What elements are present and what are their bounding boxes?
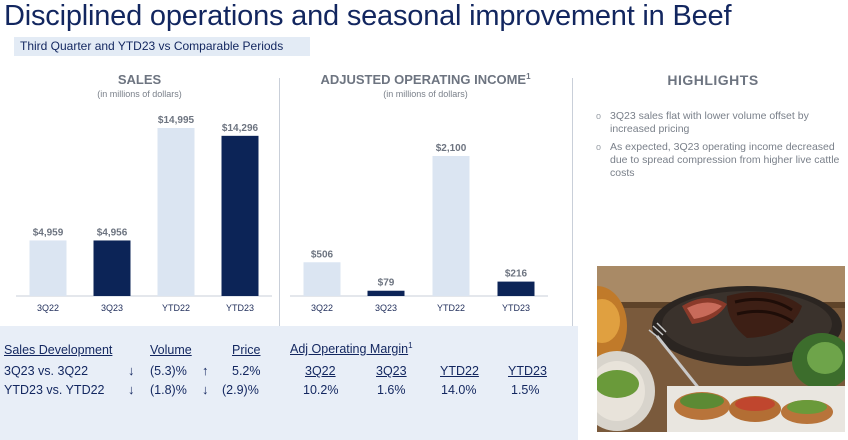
highlights-title: HIGHLIGHTS xyxy=(667,72,759,88)
sales-row-label: YTD23 vs. YTD22 xyxy=(4,383,105,397)
bullet-icon: o xyxy=(596,142,602,152)
margin-header: YTD22 xyxy=(440,364,479,378)
steak-dinner-photo xyxy=(597,266,845,432)
subtitle-banner: Third Quarter and YTD23 vs Comparable Pe… xyxy=(14,37,310,56)
sales-row-volume: (5.3)% xyxy=(150,364,187,378)
x-tick-label: 3Q22 xyxy=(311,303,333,313)
margin-header: YTD23 xyxy=(508,364,547,378)
chart-bar xyxy=(432,156,470,296)
up-arrow-icon: ↑ xyxy=(202,363,209,378)
down-arrow-icon: ↓ xyxy=(128,363,135,378)
x-tick-label: 3Q22 xyxy=(37,303,59,313)
chart-bar xyxy=(93,240,131,296)
margin-title: Adj Operating Margin1 xyxy=(290,341,413,357)
sales-row-label: 3Q23 vs. 3Q22 xyxy=(4,364,89,378)
x-tick-label: YTD22 xyxy=(437,303,465,313)
charts-area: SALES (in millions of dollars) $4,959 3Q22 $… xyxy=(16,72,548,313)
bar-value-label: $79 xyxy=(378,278,395,289)
margin-value: 1.5% xyxy=(511,383,540,397)
down-arrow-icon: ↓ xyxy=(128,382,135,397)
margin-value: 10.2% xyxy=(303,383,339,397)
volume-header: Volume xyxy=(150,343,192,357)
sales-dev-header: Sales Development xyxy=(4,343,113,357)
chart-divider xyxy=(279,78,280,330)
chart-bar xyxy=(497,281,535,296)
x-tick-label: YTD23 xyxy=(502,303,530,313)
margin-header: 3Q22 xyxy=(305,364,336,378)
bar-value-label: $14,296 xyxy=(222,123,259,134)
sales-row-price: (2.9)% xyxy=(222,383,259,397)
margin-value: 1.6% xyxy=(377,383,406,397)
page-title: Disciplined operations and seasonal impr… xyxy=(4,0,732,32)
highlight-item: o 3Q23 sales flat with lower volume offs… xyxy=(596,110,809,135)
highlights-list: o 3Q23 sales flat with lower volume offs… xyxy=(596,110,844,185)
chart-subtitle: (in millions of dollars) xyxy=(383,89,468,99)
highlight-item: o As expected, 3Q23 operating income dec… xyxy=(596,141,840,179)
bar-value-label: $2,100 xyxy=(436,143,467,154)
page-subtitle: Third Quarter and YTD23 vs Comparable Pe… xyxy=(20,39,284,53)
chart-title: SALES xyxy=(118,72,162,87)
chart-title: ADJUSTED OPERATING INCOME1 xyxy=(320,72,531,87)
chart-bar xyxy=(29,240,67,296)
chart-bar xyxy=(303,262,341,296)
sales-row-price: 5.2% xyxy=(232,364,261,378)
margin-header: 3Q23 xyxy=(376,364,407,378)
price-header: Price xyxy=(232,343,261,357)
down-arrow-icon: ↓ xyxy=(202,382,209,397)
bar-value-label: $4,959 xyxy=(33,227,64,238)
margin-value: 14.0% xyxy=(441,383,477,397)
bar-value-label: $4,956 xyxy=(97,227,128,238)
x-tick-label: 3Q23 xyxy=(375,303,397,313)
x-tick-label: YTD23 xyxy=(226,303,254,313)
bullet-icon: o xyxy=(596,111,602,121)
sales-row-volume: (1.8)% xyxy=(150,383,187,397)
chart-bar xyxy=(367,290,405,296)
x-tick-label: 3Q23 xyxy=(101,303,123,313)
bar-value-label: $506 xyxy=(311,249,334,260)
chart-bar xyxy=(221,135,259,296)
highlights-divider xyxy=(572,78,573,330)
chart-subtitle: (in millions of dollars) xyxy=(97,89,182,99)
bar-value-label: $14,995 xyxy=(158,115,195,126)
x-tick-label: YTD22 xyxy=(162,303,190,313)
chart-title-superscript: 1 xyxy=(526,72,531,81)
bar-value-label: $216 xyxy=(505,269,528,280)
tables-panel xyxy=(0,326,578,440)
chart-bar xyxy=(157,128,195,296)
